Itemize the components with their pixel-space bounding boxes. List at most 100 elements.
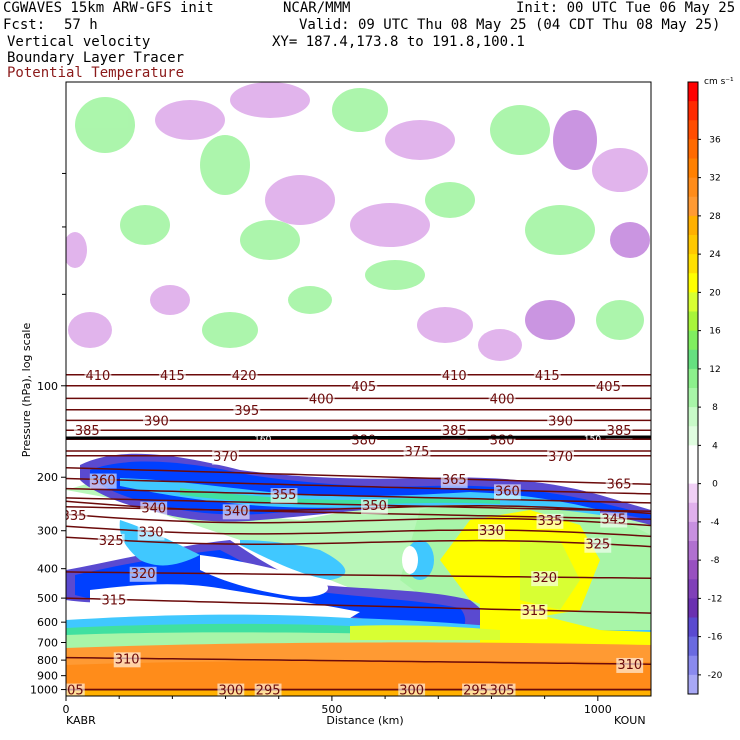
theta-label-bg <box>233 403 261 419</box>
colorbar-swatch <box>688 579 698 599</box>
colorbar-swatch <box>688 139 698 159</box>
theta-contour-label: 370 <box>213 450 238 465</box>
theta-label-bg <box>140 501 168 517</box>
field1-label: Vertical velocity <box>7 34 151 50</box>
x-tick-label: 1000 <box>584 703 612 716</box>
theta-label-bg <box>100 593 128 609</box>
theta-contour-label: 325 <box>585 538 610 553</box>
theta-label-bg <box>350 379 378 395</box>
theta-label-bg <box>158 368 186 384</box>
colorbar-swatch <box>688 445 698 465</box>
theta-contour-label: 305 <box>59 684 84 699</box>
theta-label-bg <box>584 537 612 553</box>
field2-label: Boundary Layer Tracer <box>7 50 185 66</box>
fcst-value: 57 h <box>64 17 98 33</box>
y-tick-label: 800 <box>37 654 58 667</box>
theta-label-bg <box>616 657 644 673</box>
theta-label-bg <box>142 414 170 430</box>
y-axis-label: Pressure (hPa), log scale <box>20 323 33 458</box>
theta-contour-line <box>66 497 651 513</box>
theta-label-bg <box>307 392 335 408</box>
theta-contour-label: 400 <box>309 392 334 407</box>
theta-contour-label: 305 <box>490 684 515 699</box>
theta-contour-label: 380 <box>351 433 376 448</box>
theta-contour-label: 355 <box>272 488 297 503</box>
valid-time: Valid: 09 UTC Thu 08 May 25 (04 CDT Thu … <box>299 17 721 33</box>
colorbar-swatch <box>688 368 698 389</box>
theta-contour-line <box>66 656 651 665</box>
tropopause-line <box>66 435 651 440</box>
theta-label-bg <box>605 424 633 440</box>
strat-blobs <box>66 82 650 361</box>
theta-label-bg <box>440 472 468 488</box>
colorbar-swatch <box>688 330 698 351</box>
theta-label-bg <box>478 524 505 540</box>
colorbar-swatch <box>688 502 698 523</box>
theta-label-bg <box>488 392 516 408</box>
theta-label-bg <box>222 504 250 520</box>
theta-contour-label: 360 <box>91 474 116 489</box>
model-title: CGWAVES 15km ARW-GFS init <box>3 0 214 16</box>
colorbar-swatch <box>688 196 698 217</box>
colorbar-tick-label: -20 <box>708 671 723 681</box>
x-axis-ticks: 0 500 1000 <box>63 696 612 716</box>
colorbar-tick-label: 4 <box>712 441 718 451</box>
colorbar-tick-label: -12 <box>708 594 723 604</box>
colorbar-swatch <box>688 311 698 332</box>
theta-contour-label: 395 <box>234 404 259 419</box>
colorbar-tick-label: -16 <box>708 633 723 643</box>
theta-label-bg <box>212 449 239 465</box>
x-tick-label: 500 <box>321 703 342 716</box>
theta-label-bg <box>361 499 388 515</box>
theta-label-bg <box>547 449 575 465</box>
tropopause-label: 160 <box>254 435 271 445</box>
field-shading: 295 295 300 300 305 305 310 310 315 315 320 320 325 3… <box>59 82 651 699</box>
theta-label-bg <box>520 604 548 620</box>
theta-label-bg <box>129 566 157 582</box>
theta-contour-label: 300 <box>399 684 424 699</box>
x-right-station: KOUN <box>614 714 646 727</box>
theta-contour-label: 345 <box>601 512 626 527</box>
theta-contour-label: 385 <box>75 424 100 439</box>
y-tick-label: 400 <box>37 563 58 576</box>
colorbar-tick-label: -4 <box>711 518 720 528</box>
colorbar-swatch <box>688 349 698 370</box>
theta-label-bg <box>217 683 245 696</box>
theta-label-bg <box>595 379 622 395</box>
theta-label-bg <box>605 477 633 493</box>
theta-contour-label: 405 <box>351 380 376 395</box>
theta-contour-label: 295 <box>463 684 488 699</box>
theta-contour-label: 365 <box>607 477 632 492</box>
theta-contour-label: 300 <box>218 684 243 699</box>
theta-contour-label: 320 <box>532 571 557 586</box>
theta-contour-label: 415 <box>160 369 185 384</box>
theta-contour-label: 385 <box>442 424 467 439</box>
theta-label-bg <box>403 445 431 461</box>
theta-contour-label: 310 <box>115 652 140 667</box>
colorbar-swatch <box>688 177 698 198</box>
theta-contour-label: 320 <box>131 567 156 582</box>
theta-label-bg <box>440 368 468 384</box>
tropopause-label: 150 <box>584 435 601 445</box>
colorbar-swatch <box>688 617 698 638</box>
colorbar-tick-label: 8 <box>712 403 718 413</box>
colorbar-swatch <box>688 560 698 580</box>
y-tick-label: 200 <box>37 471 58 484</box>
colorbar-swatch <box>688 483 698 504</box>
theta-label-bg <box>493 484 521 500</box>
field3-label: Potential Temperature <box>7 65 185 81</box>
tropopause-labels: 160 150 <box>254 435 601 445</box>
colorbar-tick-label: 28 <box>709 212 721 222</box>
theta-contour-label: 410 <box>85 369 110 384</box>
theta-label-bg <box>97 533 125 549</box>
theta-contour-label: 390 <box>144 414 169 429</box>
theta-label-bg <box>89 473 117 489</box>
theta-label-bg <box>440 424 468 440</box>
theta-label-bg <box>536 513 564 529</box>
theta-label-bg <box>462 683 489 696</box>
colorbar-swatch <box>688 292 698 312</box>
colorbar-swatch <box>688 254 698 274</box>
theta-contour-label: 405 <box>596 380 621 395</box>
